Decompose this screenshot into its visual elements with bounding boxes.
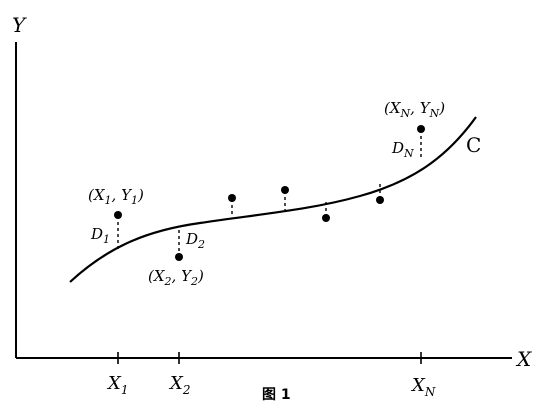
y-axis-label: Y — [12, 13, 27, 37]
deviation-label-1: D1 — [90, 225, 110, 246]
x-axis-label: X — [515, 347, 532, 371]
fitted-curve — [69, 116, 477, 283]
xn-tick-label: XN — [410, 375, 436, 399]
x1-tick-label: X1 — [106, 373, 128, 397]
data-point-3 — [228, 194, 236, 202]
point-label-1: (X1, Y1) — [88, 186, 144, 207]
curve-label: C — [466, 133, 481, 157]
data-point-2 — [175, 253, 183, 261]
deviation-label-n: DN — [391, 139, 414, 160]
data-point-n — [417, 125, 425, 133]
data-point-4 — [281, 186, 289, 194]
data-point-5 — [322, 214, 330, 222]
figure-caption: 图 1 — [262, 387, 291, 403]
data-point-1 — [114, 211, 122, 219]
point-label-n: (XN, YN) — [384, 99, 445, 120]
point-label-2: (X2, Y2) — [148, 267, 204, 288]
data-point-6 — [376, 196, 384, 204]
x2-tick-label: X2 — [168, 373, 190, 397]
deviation-label-2: D2 — [185, 230, 205, 251]
